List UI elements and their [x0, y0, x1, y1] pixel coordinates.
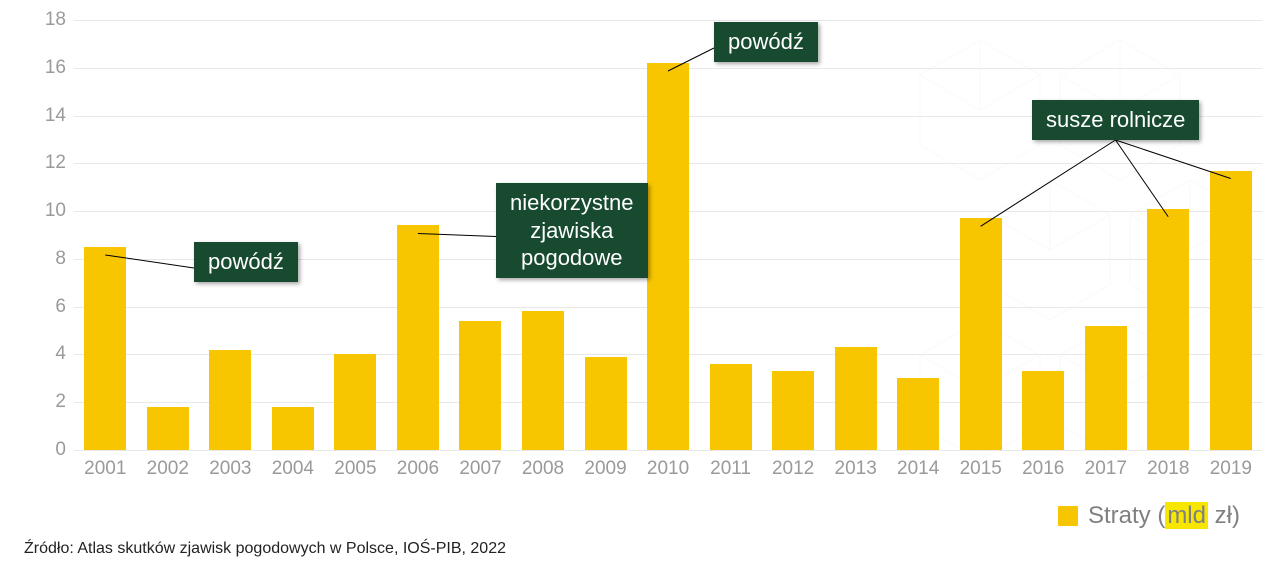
x-tick-label: 2012: [762, 458, 825, 480]
x-tick-label: 2014: [887, 458, 950, 480]
y-tick-label: 16: [30, 57, 66, 79]
ann-powodz-2010: powódź: [714, 22, 818, 62]
bar-slot: [824, 20, 887, 450]
legend-suffix: zł: [1215, 502, 1232, 529]
y-tick-label: 6: [30, 296, 66, 318]
x-tick-label: 2009: [574, 458, 637, 480]
bar-slot: [887, 20, 950, 450]
ann-powodz-2001: powódź: [194, 242, 298, 282]
legend: Straty (mld zł): [1058, 502, 1240, 530]
x-tick-label: 2018: [1137, 458, 1200, 480]
bar: [209, 350, 251, 450]
x-tick-label: 2002: [137, 458, 200, 480]
bar: [84, 247, 126, 450]
bar-slot: [699, 20, 762, 450]
legend-text: Straty (mld zł): [1088, 502, 1240, 530]
bar: [147, 407, 189, 450]
x-tick-label: 2004: [262, 458, 325, 480]
bar: [835, 347, 877, 450]
bar: [897, 378, 939, 450]
legend-prefix: Straty: [1088, 502, 1151, 529]
bar: [1022, 371, 1064, 450]
x-tick-label: 2001: [74, 458, 137, 480]
bar: [1085, 326, 1127, 450]
x-axis-labels: 2001200220032004200520062007200820092010…: [74, 450, 1262, 480]
bar: [1210, 171, 1252, 451]
bar-slot: [74, 20, 137, 450]
bar: [772, 371, 814, 450]
y-tick-label: 8: [30, 248, 66, 270]
x-tick-label: 2005: [324, 458, 387, 480]
bar-slot: [137, 20, 200, 450]
bar: [272, 407, 314, 450]
y-tick-label: 0: [30, 439, 66, 461]
y-tick-label: 4: [30, 343, 66, 365]
x-tick-label: 2016: [1012, 458, 1075, 480]
legend-highlight: mld: [1165, 502, 1208, 529]
bar-slot: [1200, 20, 1263, 450]
x-tick-label: 2013: [824, 458, 887, 480]
chart: 2001200220032004200520062007200820092010…: [30, 20, 1262, 490]
bar-slot: [199, 20, 262, 450]
x-tick-label: 2008: [512, 458, 575, 480]
y-tick-label: 2: [30, 391, 66, 413]
bar: [960, 218, 1002, 450]
bar-slot: [1075, 20, 1138, 450]
bars-container: [74, 20, 1262, 450]
x-tick-label: 2011: [699, 458, 762, 480]
bar: [459, 321, 501, 450]
legend-close-paren: ): [1232, 502, 1240, 529]
bar-slot: [387, 20, 450, 450]
bar: [1147, 209, 1189, 450]
source-text: Źródło: Atlas skutków zjawisk pogodowych…: [24, 540, 506, 558]
y-tick-label: 12: [30, 152, 66, 174]
bar-slot: [262, 20, 325, 450]
bar-slot: [1137, 20, 1200, 450]
x-tick-label: 2019: [1200, 458, 1263, 480]
bar-slot: [324, 20, 387, 450]
x-tick-label: 2017: [1075, 458, 1138, 480]
x-tick-label: 2003: [199, 458, 262, 480]
y-tick-label: 14: [30, 105, 66, 127]
ann-niekorzystne-2006: niekorzystnezjawiskapogodowe: [496, 183, 648, 278]
x-tick-label: 2015: [949, 458, 1012, 480]
x-tick-label: 2010: [637, 458, 700, 480]
bar: [522, 311, 564, 450]
bar: [397, 225, 439, 450]
bar-slot: [1012, 20, 1075, 450]
bar-slot: [949, 20, 1012, 450]
bar-slot: [762, 20, 825, 450]
legend-swatch: [1058, 506, 1078, 526]
y-tick-label: 18: [30, 9, 66, 31]
bar: [647, 63, 689, 450]
bar: [585, 357, 627, 450]
bar: [334, 354, 376, 450]
x-tick-label: 2007: [449, 458, 512, 480]
ann-susze: susze rolnicze: [1032, 100, 1199, 140]
x-tick-label: 2006: [387, 458, 450, 480]
y-tick-label: 10: [30, 200, 66, 222]
plot-area: 2001200220032004200520062007200820092010…: [74, 20, 1262, 450]
bar: [710, 364, 752, 450]
